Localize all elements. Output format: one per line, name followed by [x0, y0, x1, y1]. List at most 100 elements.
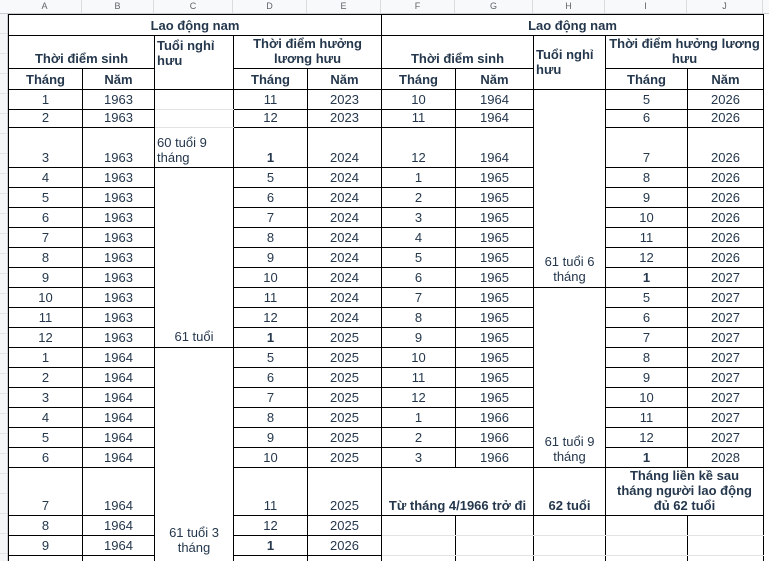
right-birth-header[interactable]: Thời điểm sinh: [381, 35, 534, 69]
left-birth-year-cell[interactable]: 1963: [82, 247, 155, 268]
left-birth-year-cell[interactable]: 1963: [82, 187, 155, 208]
left-pension-year-cell[interactable]: 2023: [307, 89, 382, 110]
left-birth-month-cell[interactable]: 4: [8, 407, 83, 428]
left-birth-month-cell[interactable]: 5: [8, 187, 83, 208]
left-pension-month-cell[interactable]: 6: [233, 187, 308, 208]
left-pension-year-header[interactable]: Năm: [307, 68, 382, 90]
left-birth-month-cell[interactable]: 11: [8, 307, 83, 328]
right-pension-year-cell[interactable]: 2027: [687, 387, 764, 408]
empty-cell[interactable]: [605, 555, 688, 561]
right-birth-month-cell[interactable]: 7: [381, 287, 456, 308]
right-pension-month-cell[interactable]: 6: [605, 307, 688, 328]
right-birth-month-cell[interactable]: 1: [381, 167, 456, 188]
right-birth-year-cell[interactable]: 1966: [455, 407, 534, 428]
right-birth-year-cell[interactable]: 1964: [455, 127, 534, 168]
left-birth-year-cell[interactable]: 1964: [82, 535, 155, 556]
empty-cell[interactable]: [455, 555, 534, 561]
right-birth-month-cell[interactable]: 8: [381, 307, 456, 328]
left-pension-year-cell[interactable]: 2024: [307, 187, 382, 208]
left-birth-month-cell[interactable]: 10: [8, 287, 83, 308]
right-pension-month-cell[interactable]: 11: [605, 227, 688, 248]
left-pension-month-cell[interactable]: 12: [233, 109, 308, 128]
column-header-e[interactable]: E: [307, 0, 381, 13]
left-birth-year-cell[interactable]: 1964: [82, 367, 155, 388]
left-group-title[interactable]: Lao động nam: [8, 14, 382, 36]
left-pension-month-cell[interactable]: 1: [233, 327, 308, 348]
right-birth-month-cell[interactable]: 1: [381, 407, 456, 428]
left-pension-month-cell[interactable]: 10: [233, 447, 308, 468]
left-birth-month-cell[interactable]: 8: [8, 515, 83, 536]
left-birth-month-cell[interactable]: 1: [8, 89, 83, 110]
right-pension-year-cell[interactable]: 2026: [687, 127, 764, 168]
right-pension-month-cell[interactable]: 6: [605, 109, 688, 128]
left-pension-year-cell[interactable]: 2024: [307, 227, 382, 248]
left-birth-month-cell[interactable]: 9: [8, 267, 83, 288]
left-birth-year-cell[interactable]: 1963: [82, 109, 155, 128]
right-pension-month-cell[interactable]: 9: [605, 187, 688, 208]
left-pension-month-cell[interactable]: 10: [233, 267, 308, 288]
left-birth-month-cell[interactable]: 1: [8, 347, 83, 368]
left-birth-year-cell[interactable]: 1964: [82, 427, 155, 448]
right-birth-year-cell[interactable]: 1965: [455, 187, 534, 208]
left-pension-year-cell[interactable]: 2025: [307, 367, 382, 388]
left-pension-year-cell[interactable]: 2025: [307, 347, 382, 368]
left-pension-year-cell[interactable]: 2024: [307, 127, 382, 168]
right-birth-year-cell[interactable]: 1965: [455, 327, 534, 348]
right-pension-month-header[interactable]: Tháng: [605, 68, 688, 90]
left-pension-year-cell[interactable]: 2024: [307, 307, 382, 328]
right-birth-year-cell[interactable]: 1966: [455, 427, 534, 448]
column-header-i[interactable]: I: [605, 0, 687, 13]
left-pension-month-cell[interactable]: 11: [233, 467, 308, 516]
right-birth-month-cell[interactable]: 12: [381, 127, 456, 168]
left-birth-month-cell[interactable]: 3: [8, 387, 83, 408]
left-pension-year-cell[interactable]: 2024: [307, 287, 382, 308]
right-group-title[interactable]: Lao động nam: [381, 14, 764, 36]
left-birth-year-cell[interactable]: 1963: [82, 127, 155, 168]
right-birth-month-cell[interactable]: 9: [381, 327, 456, 348]
column-header-c[interactable]: C: [154, 0, 233, 13]
right-pension-month-cell[interactable]: 7: [605, 327, 688, 348]
right-final-birth-cell[interactable]: Từ tháng 4/1966 trở đi: [381, 467, 534, 516]
right-birth-year-cell[interactable]: 1965: [455, 207, 534, 228]
left-pension-month-cell[interactable]: 11: [233, 287, 308, 308]
left-pension-year-cell[interactable]: 2023: [307, 109, 382, 128]
left-pension-month-cell[interactable]: 7: [233, 387, 308, 408]
left-pension-year-cell[interactable]: 2026: [307, 535, 382, 556]
empty-cell[interactable]: [381, 515, 456, 536]
right-pension-year-cell[interactable]: 2026: [687, 89, 764, 110]
right-pension-year-cell[interactable]: 2027: [687, 327, 764, 348]
right-birth-year-cell[interactable]: 1965: [455, 247, 534, 268]
empty-cell[interactable]: [8, 555, 83, 561]
right-birth-month-cell[interactable]: 4: [381, 227, 456, 248]
right-pension-year-cell[interactable]: 2028: [687, 447, 764, 468]
left-pension-month-cell[interactable]: 12: [233, 515, 308, 536]
right-pension-year-cell[interactable]: 2026: [687, 247, 764, 268]
empty-cell[interactable]: [154, 109, 234, 128]
empty-cell[interactable]: [455, 535, 534, 556]
left-pension-month-cell[interactable]: 1: [233, 535, 308, 556]
left-birth-month-cell[interactable]: 6: [8, 447, 83, 468]
left-pension-month-cell[interactable]: 11: [233, 89, 308, 110]
right-pension-year-header[interactable]: Năm: [687, 68, 764, 90]
right-pension-month-cell[interactable]: 10: [605, 207, 688, 228]
right-pension-month-cell[interactable]: 10: [605, 387, 688, 408]
right-birth-year-header[interactable]: Năm: [455, 68, 534, 90]
left-birth-month-cell[interactable]: 5: [8, 427, 83, 448]
column-header-f[interactable]: F: [381, 0, 455, 13]
left-birth-header[interactable]: Thời điểm sinh: [8, 35, 155, 69]
column-header-g[interactable]: G: [455, 0, 533, 13]
right-pension-year-cell[interactable]: 2027: [687, 427, 764, 448]
empty-cell[interactable]: [605, 535, 688, 556]
right-pension-month-cell[interactable]: 1: [605, 267, 688, 288]
right-birth-year-cell[interactable]: 1965: [455, 367, 534, 388]
left-birth-month-cell[interactable]: 6: [8, 207, 83, 228]
empty-cell[interactable]: [687, 515, 764, 536]
right-pension-month-cell[interactable]: 8: [605, 347, 688, 368]
right-birth-month-cell[interactable]: 6: [381, 267, 456, 288]
left-birth-month-cell[interactable]: 2: [8, 367, 83, 388]
right-pension-month-cell[interactable]: 11: [605, 407, 688, 428]
left-pension-year-cell[interactable]: 2025: [307, 387, 382, 408]
left-pension-year-cell[interactable]: 2025: [307, 407, 382, 428]
empty-cell[interactable]: [154, 89, 234, 110]
right-birth-month-cell[interactable]: 11: [381, 367, 456, 388]
